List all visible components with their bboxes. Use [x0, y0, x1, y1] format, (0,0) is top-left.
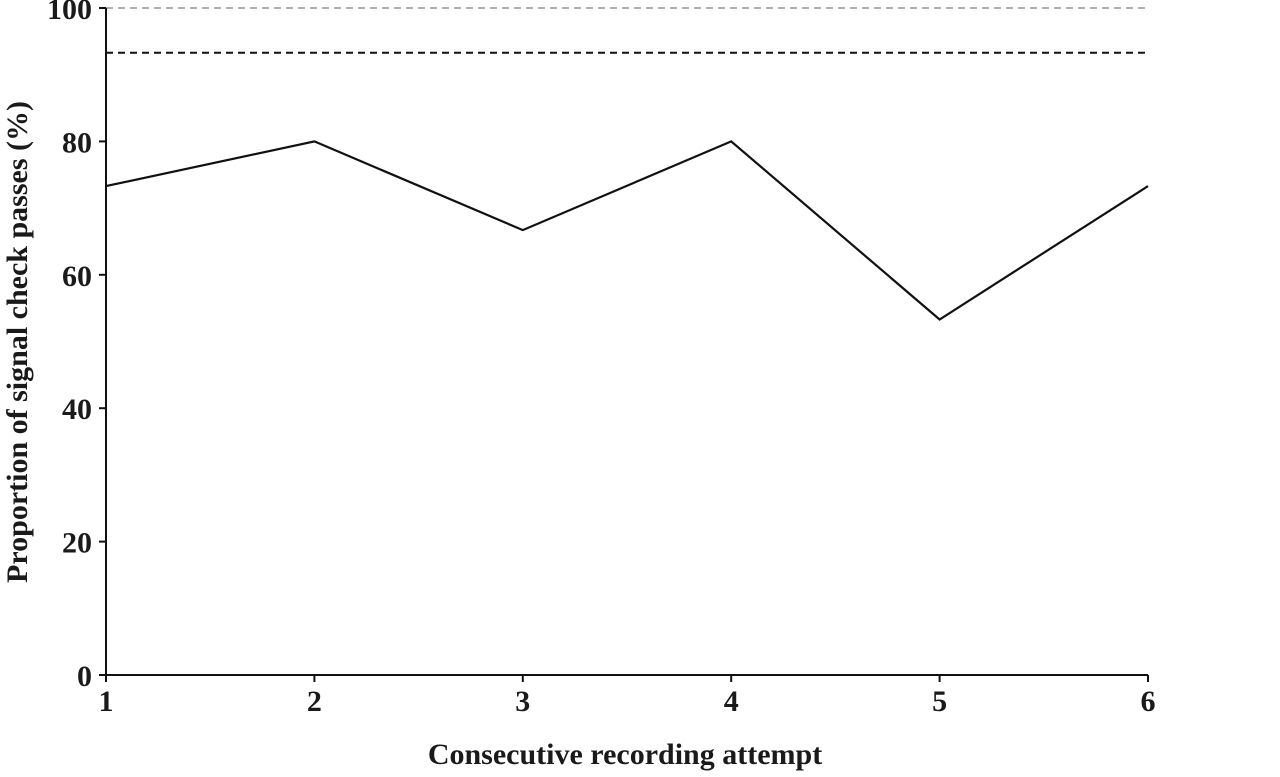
x-tick-label: 5: [932, 685, 947, 718]
x-axis-title: Consecutive recording attempt: [428, 738, 822, 771]
x-tick-label: 2: [307, 685, 322, 718]
y-tick-label: 40: [62, 393, 92, 426]
series-line-1: [105, 140, 1149, 321]
y-tick-labels: 0 20 40 60 80 100: [47, 0, 92, 693]
y-tick-label: 0: [77, 660, 92, 693]
x-tick-label: 4: [724, 685, 739, 718]
x-tick-label: 6: [1141, 685, 1156, 718]
y-tick-label: 80: [62, 126, 92, 159]
x-tick-label: 1: [99, 685, 114, 718]
axes: [99, 7, 1149, 682]
y-tick-label: 20: [62, 527, 92, 560]
y-axis-title: Proportion of signal check passes (%): [1, 101, 34, 583]
series-layer: [105, 140, 1149, 321]
x-tick-labels: 1 2 3 4 5 6: [99, 685, 1156, 718]
x-tick-label: 3: [515, 685, 530, 718]
y-tick-label: 100: [47, 0, 92, 26]
y-tick-label: 60: [62, 260, 92, 293]
reference-lines: [106, 7, 1148, 54]
